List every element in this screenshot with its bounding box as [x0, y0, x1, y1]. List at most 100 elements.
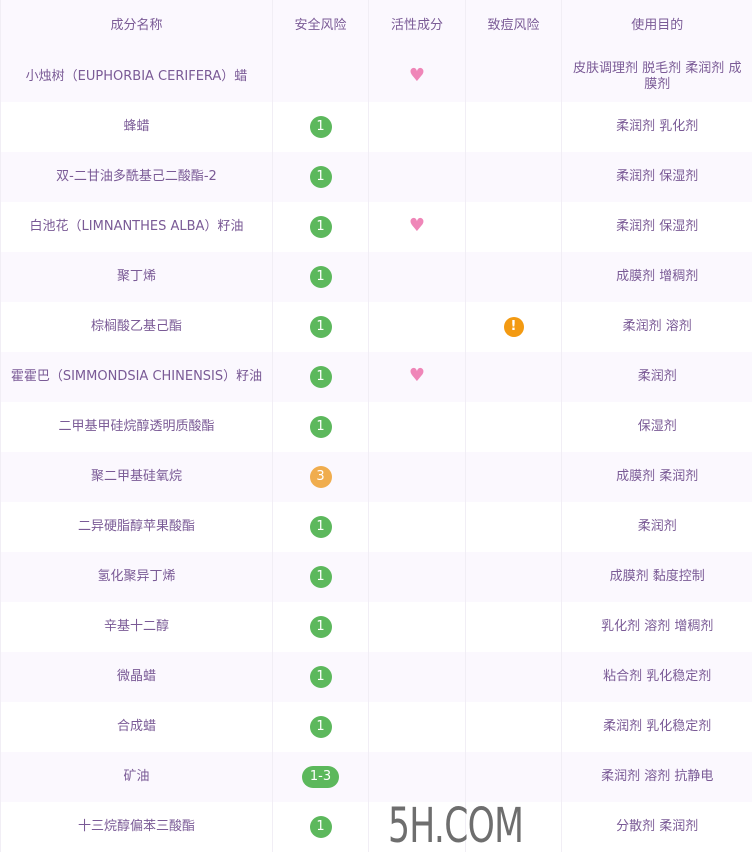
table-row: 氢化聚异丁烯 1 成膜剂 黏度控制	[1, 552, 752, 602]
safety-cell: 1	[273, 352, 369, 402]
safety-risk-badge: 1	[310, 266, 332, 288]
purpose-cell: 柔润剂 保湿剂	[562, 152, 752, 202]
table-row: 棕榈酸乙基己酯 1 ! 柔润剂 溶剂	[1, 302, 752, 352]
active-cell	[369, 602, 466, 652]
safety-cell: 1	[273, 602, 369, 652]
table-row: 矿油 1-3 柔润剂 溶剂 抗静电	[1, 752, 752, 802]
table-row: 双-二甘油多酰基己二酸酯-2 1 柔润剂 保湿剂	[1, 152, 752, 202]
safety-cell: 1	[273, 102, 369, 152]
ingredient-name[interactable]: 霍霍巴（SIMMONDSIA CHINENSIS）籽油	[1, 352, 273, 402]
acne-cell	[466, 152, 562, 202]
table-row: 合成蜡 1 柔润剂 乳化稳定剂	[1, 702, 752, 752]
purpose-cell: 皮肤调理剂 脱毛剂 柔润剂 成膜剂	[562, 52, 752, 102]
table-row: 霍霍巴（SIMMONDSIA CHINENSIS）籽油 1 ♥ 柔润剂	[1, 352, 752, 402]
ingredient-name[interactable]: 矿油	[1, 752, 273, 802]
acne-cell	[466, 752, 562, 802]
safety-risk-badge: 1-3	[302, 766, 339, 788]
table-row: 白池花（LIMNANTHES ALBA）籽油 1 ♥ 柔润剂 保湿剂	[1, 202, 752, 252]
safety-risk-badge: 1	[310, 616, 332, 638]
table-row: 二异硬脂醇苹果酸酯 1 柔润剂	[1, 502, 752, 552]
table-row: 蜂蜡 1 柔润剂 乳化剂	[1, 102, 752, 152]
safety-cell: 1	[273, 252, 369, 302]
safety-cell: 1	[273, 502, 369, 552]
safety-risk-badge: 1	[310, 366, 332, 388]
purpose-cell: 粘合剂 乳化稳定剂	[562, 652, 752, 702]
ingredient-name[interactable]: 辛基十二醇	[1, 602, 273, 652]
safety-risk-badge: 1	[310, 316, 332, 338]
acne-cell	[466, 252, 562, 302]
ingredient-name[interactable]: 白池花（LIMNANTHES ALBA）籽油	[1, 202, 273, 252]
ingredient-name[interactable]: 小烛树（EUPHORBIA CERIFERA）蜡	[1, 52, 273, 102]
acne-cell: !	[466, 302, 562, 352]
ingredient-name[interactable]: 十三烷醇偏苯三酸酯	[1, 802, 273, 852]
table-header: 成分名称 安全风险 活性成分 致痘风险 使用目的	[1, 0, 752, 52]
acne-cell	[466, 552, 562, 602]
table-row: 十三烷醇偏苯三酸酯 1 分散剂 柔润剂	[1, 802, 752, 852]
active-cell	[369, 302, 466, 352]
ingredient-name[interactable]: 双-二甘油多酰基己二酸酯-2	[1, 152, 273, 202]
active-cell	[369, 552, 466, 602]
purpose-cell: 柔润剂	[562, 352, 752, 402]
active-cell	[369, 752, 466, 802]
safety-cell: 1	[273, 702, 369, 752]
safety-risk-badge: 1	[310, 566, 332, 588]
purpose-cell: 柔润剂	[562, 502, 752, 552]
purpose-cell: 成膜剂 增稠剂	[562, 252, 752, 302]
purpose-cell: 柔润剂 溶剂	[562, 302, 752, 352]
safety-cell: 1	[273, 652, 369, 702]
table-row: 聚丁烯 1 成膜剂 增稠剂	[1, 252, 752, 302]
purpose-cell: 成膜剂 黏度控制	[562, 552, 752, 602]
ingredient-name[interactable]: 二甲基甲硅烷醇透明质酸酯	[1, 402, 273, 452]
active-cell: ♥	[369, 52, 466, 102]
safety-risk-badge: 1	[310, 816, 332, 838]
ingredient-name[interactable]: 棕榈酸乙基己酯	[1, 302, 273, 352]
purpose-cell: 柔润剂 溶剂 抗静电	[562, 752, 752, 802]
safety-risk-badge: 1	[310, 216, 332, 238]
ingredient-name[interactable]: 微晶蜡	[1, 652, 273, 702]
safety-risk-badge: 1	[310, 116, 332, 138]
warning-icon: !	[504, 317, 524, 337]
safety-risk-badge: 1	[310, 666, 332, 688]
active-cell	[369, 402, 466, 452]
safety-risk-badge: 1	[310, 516, 332, 538]
ingredient-name[interactable]: 聚二甲基硅氧烷	[1, 452, 273, 502]
safety-risk-badge: 1	[310, 166, 332, 188]
acne-cell	[466, 602, 562, 652]
acne-cell	[466, 402, 562, 452]
header-purpose: 使用目的	[562, 0, 752, 52]
safety-cell: 3	[273, 452, 369, 502]
safety-cell: 1	[273, 202, 369, 252]
active-cell	[369, 652, 466, 702]
safety-cell	[273, 52, 369, 102]
ingredient-name[interactable]: 合成蜡	[1, 702, 273, 752]
safety-risk-badge: 1	[310, 416, 332, 438]
ingredient-name[interactable]: 二异硬脂醇苹果酸酯	[1, 502, 273, 552]
watermark-logo: 5H.COM	[388, 800, 523, 852]
table-row: 二甲基甲硅烷醇透明质酸酯 1 保湿剂	[1, 402, 752, 452]
purpose-cell: 柔润剂 保湿剂	[562, 202, 752, 252]
active-cell	[369, 452, 466, 502]
table-row: 聚二甲基硅氧烷 3 成膜剂 柔润剂	[1, 452, 752, 502]
active-cell	[369, 102, 466, 152]
active-cell: ♥	[369, 202, 466, 252]
purpose-cell: 成膜剂 柔润剂	[562, 452, 752, 502]
safety-risk-badge: 1	[310, 716, 332, 738]
safety-cell: 1	[273, 152, 369, 202]
safety-risk-badge: 3	[310, 466, 332, 488]
purpose-cell: 柔润剂 乳化稳定剂	[562, 702, 752, 752]
purpose-cell: 乳化剂 溶剂 增稠剂	[562, 602, 752, 652]
ingredient-name[interactable]: 聚丁烯	[1, 252, 273, 302]
ingredient-name[interactable]: 氢化聚异丁烯	[1, 552, 273, 602]
acne-cell	[466, 102, 562, 152]
active-cell: ♥	[369, 352, 466, 402]
active-cell	[369, 702, 466, 752]
acne-cell	[466, 352, 562, 402]
ingredient-name[interactable]: 蜂蜡	[1, 102, 273, 152]
safety-cell: 1	[273, 302, 369, 352]
active-cell	[369, 152, 466, 202]
acne-cell	[466, 502, 562, 552]
table-row: 辛基十二醇 1 乳化剂 溶剂 增稠剂	[1, 602, 752, 652]
active-cell	[369, 252, 466, 302]
header-active: 活性成分	[369, 0, 466, 52]
